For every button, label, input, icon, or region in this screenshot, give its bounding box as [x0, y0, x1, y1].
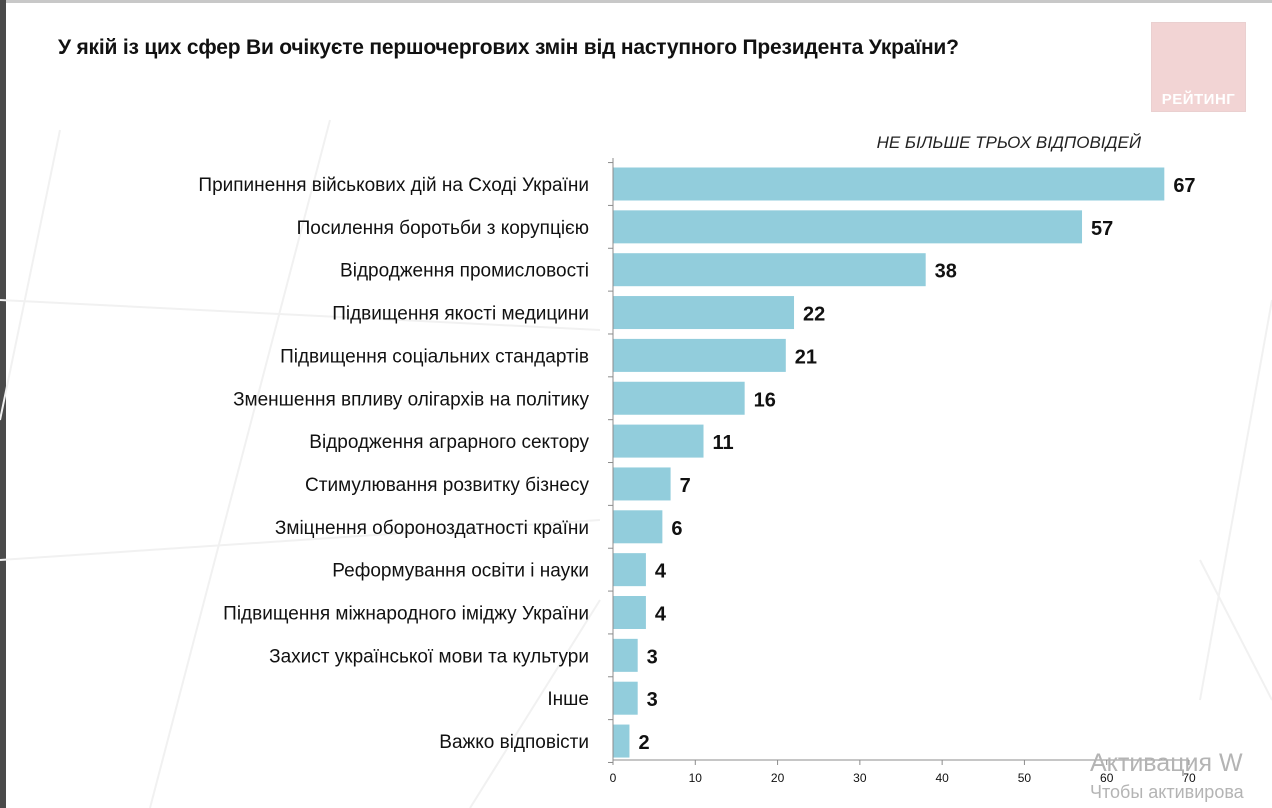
- watermark-line-1: Активация W: [1090, 749, 1243, 777]
- bar-6: [613, 424, 704, 458]
- bar-11: [613, 638, 638, 672]
- x-tick-label-7: 70: [1182, 771, 1196, 785]
- value-label-5: 16: [754, 389, 776, 411]
- bar-4: [613, 338, 786, 372]
- answer-limit-note: НЕ БІЛЬШЕ ТРЬОХ ВІДПОВІДЕЙ: [876, 133, 1141, 152]
- category-label-9: Реформування освіти і науки: [332, 561, 589, 582]
- category-label-1: Посилення боротьби з корупцією: [297, 218, 589, 239]
- value-label-7: 7: [680, 475, 691, 497]
- category-label-7: Стимулювання розвитку бізнесу: [305, 475, 589, 496]
- bar-8: [613, 510, 663, 544]
- bar-9: [613, 553, 646, 587]
- x-tick-label-4: 40: [935, 771, 949, 785]
- windows-activation-watermark: Активация W Чтобы активирова: [1090, 745, 1272, 803]
- value-label-3: 22: [803, 304, 825, 326]
- category-label-6: Відродження аграрного сектору: [309, 432, 589, 453]
- value-label-1: 57: [1091, 218, 1113, 240]
- value-label-12: 3: [647, 689, 658, 711]
- x-tick-label-2: 20: [771, 771, 785, 785]
- x-tick-label-6: 60: [1100, 771, 1114, 785]
- rating-logo: РЕЙТИНГ: [1151, 22, 1246, 112]
- category-label-4: Підвищення соціальних стандартів: [280, 346, 589, 367]
- bar-1: [613, 210, 1083, 244]
- category-label-12: Інше: [547, 689, 589, 710]
- bar-7: [613, 467, 671, 501]
- bar-0: [613, 167, 1165, 201]
- value-label-8: 6: [671, 518, 682, 540]
- bar-13: [613, 724, 630, 758]
- value-label-13: 2: [638, 732, 649, 754]
- top-border: [0, 0, 1272, 3]
- value-label-11: 3: [647, 646, 658, 668]
- chart-title: У якій із цих сфер Ви очікуєте першочерг…: [58, 36, 959, 59]
- bar-3: [613, 296, 795, 330]
- value-label-9: 4: [655, 561, 667, 583]
- value-label-2: 38: [935, 261, 957, 283]
- bar-10: [613, 596, 646, 629]
- category-label-0: Припинення військових дій на Сході Украї…: [198, 175, 589, 196]
- x-tick-label-5: 50: [1018, 771, 1032, 785]
- bar-12: [613, 681, 638, 715]
- value-label-0: 67: [1173, 175, 1195, 197]
- x-tick-label-3: 30: [853, 771, 867, 785]
- value-label-10: 4: [655, 604, 667, 626]
- bar-5: [613, 381, 745, 415]
- category-label-8: Зміцнення обороноздатності країни: [275, 518, 589, 539]
- category-label-5: Зменшення впливу олігархів на політику: [233, 389, 589, 410]
- value-label-4: 21: [795, 346, 817, 368]
- category-label-2: Відродження промисловості: [340, 261, 589, 282]
- x-tick-label-0: 0: [610, 771, 617, 785]
- category-label-13: Важко відповісти: [439, 732, 589, 753]
- bar-2: [613, 253, 926, 287]
- x-tick-label-1: 10: [689, 771, 703, 785]
- category-label-10: Підвищення міжнародного іміджу України: [223, 604, 589, 625]
- watermark-line-2: Чтобы активирова: [1090, 782, 1244, 802]
- category-label-3: Підвищення якості медицини: [332, 304, 589, 325]
- category-label-11: Захист української мови та культури: [269, 646, 589, 667]
- value-label-6: 11: [713, 432, 734, 454]
- logo-text: РЕЙТИНГ: [1161, 91, 1236, 108]
